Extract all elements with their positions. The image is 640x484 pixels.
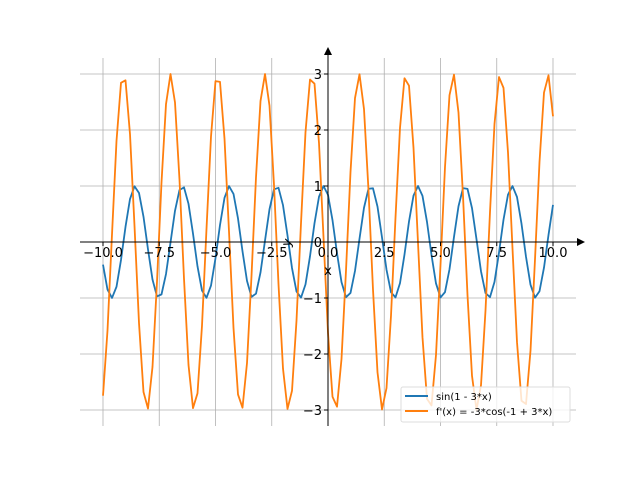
axes — [80, 47, 585, 426]
x-tick-label: 2.5 — [374, 246, 395, 261]
legend-label-derivative: f'(x) = -3*cos(-1 + 3*x) — [436, 407, 552, 418]
legend-label-sin: sin(1 - 3*x) — [436, 392, 492, 403]
x-axis-label: x — [324, 264, 332, 279]
y-tick-label: −2 — [303, 348, 322, 363]
y-tick-label: −3 — [303, 404, 322, 419]
y-tick-label: 2 — [314, 124, 322, 139]
x-tick-label: −2.5 — [256, 246, 288, 261]
x-tick-label: 0.0 — [318, 246, 339, 261]
legend-box — [400, 386, 571, 423]
x-tick-label: −5.0 — [200, 246, 232, 261]
y-tick-label: 3 — [314, 68, 322, 83]
x-tick-label: −7.5 — [143, 246, 175, 261]
x-tick-label: 5.0 — [430, 246, 451, 261]
y-tick-label: 0 — [314, 236, 322, 251]
tick-labels: −10.0 −7.5 −5.0 −2.5 0.0 2.5 5.0 7.5 10.0 −3 −2 −1 0… — [83, 68, 567, 419]
x-tick-label: −10.0 — [83, 246, 123, 261]
x-tick-label: 7.5 — [486, 246, 507, 261]
x-axis-arrow-icon — [577, 238, 585, 246]
y-tick-label: 1 — [314, 180, 322, 195]
y-axis-arrow-icon — [324, 47, 332, 55]
y-tick-label: −1 — [303, 292, 322, 307]
x-tick-label: 10.0 — [539, 246, 568, 261]
legend: sin(1 - 3*x) f'(x) = -3*cos(-1 + 3*x) — [400, 386, 571, 423]
